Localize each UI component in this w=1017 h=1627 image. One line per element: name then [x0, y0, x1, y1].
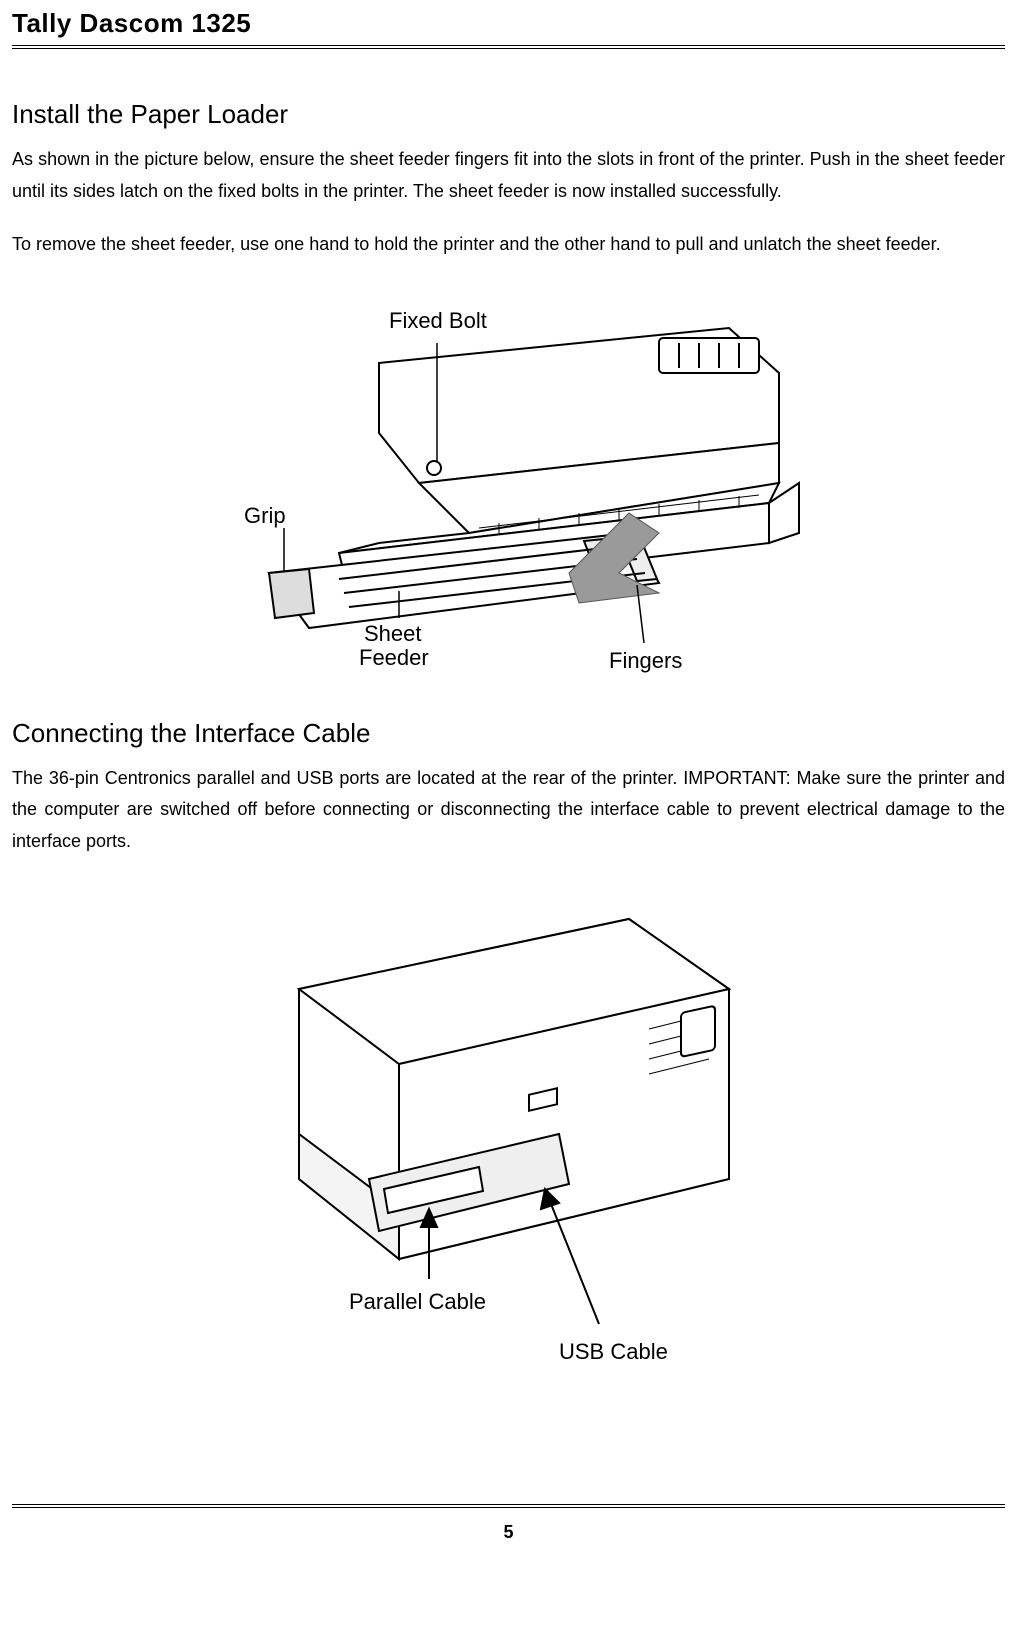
label-sheet-l2: Feeder [359, 645, 429, 670]
section-heading-interface: Connecting the Interface Cable [12, 718, 1005, 749]
paper-loader-diagram: Fixed Bolt Grip Sheet Feeder Fingers [189, 283, 829, 673]
section1-paragraph2: To remove the sheet feeder, use one hand… [12, 229, 1005, 261]
label-usb-cable: USB Cable [559, 1339, 668, 1364]
label-sheet-l1: Sheet [364, 621, 422, 646]
section1-paragraph1: As shown in the picture below, ensure th… [12, 144, 1005, 207]
page-header: Tally Dascom 1325 [12, 0, 1005, 49]
figure-paper-loader: Fixed Bolt Grip Sheet Feeder Fingers [12, 283, 1005, 678]
interface-diagram: Parallel Cable USB Cable [229, 879, 789, 1399]
section-heading-install: Install the Paper Loader [12, 99, 1005, 130]
label-fixed-bolt: Fixed Bolt [389, 308, 487, 333]
label-grip: Grip [244, 503, 286, 528]
page-content: Install the Paper Loader As shown in the… [12, 49, 1005, 1464]
page-number: 5 [12, 1508, 1005, 1557]
label-fingers: Fingers [609, 648, 682, 673]
section2-paragraph1: The 36-pin Centronics parallel and USB p… [12, 763, 1005, 858]
label-parallel-cable: Parallel Cable [349, 1289, 486, 1314]
figure-interface-cable: Parallel Cable USB Cable [12, 879, 1005, 1404]
document-title: Tally Dascom 1325 [12, 8, 251, 38]
